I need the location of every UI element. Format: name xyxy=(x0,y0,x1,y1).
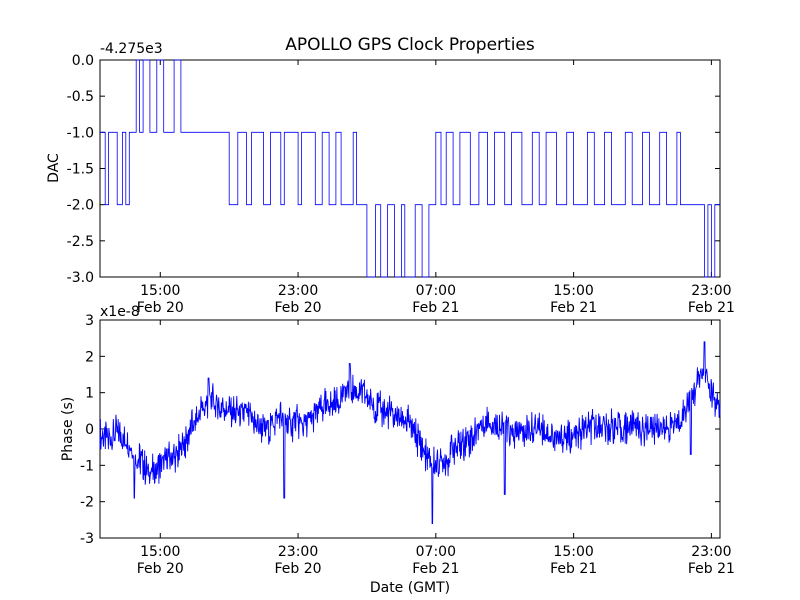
phase-series-path xyxy=(99,341,721,524)
phase-x-tick-date: Feb 21 xyxy=(550,561,597,577)
dac-x-tick-time: 15:00 xyxy=(553,283,593,299)
dac-x-tick-time: 23:00 xyxy=(278,283,318,299)
phase-y-tick-label: 3 xyxy=(85,313,94,329)
phase-x-tick-time: 07:00 xyxy=(416,544,456,560)
dac-y-tick-label: -2.0 xyxy=(67,198,94,214)
dac-x-tick-time: 23:00 xyxy=(691,283,731,299)
phase-x-tick-date: Feb 21 xyxy=(688,561,735,577)
phase-y-tick-label: 2 xyxy=(85,349,94,365)
phase-x-tick-time: 23:00 xyxy=(278,544,318,560)
dac-y-tick-label: -1.0 xyxy=(67,125,94,141)
dac-panel: -4.275e3 DAC 0.0 -0.5 -1.0 -1.5 -2.0 -2.5 -3.0… xyxy=(46,41,735,316)
dac-x-tick-date: Feb 21 xyxy=(688,300,735,316)
dac-y-tick-label: -3.0 xyxy=(67,270,94,286)
dac-y-axis-label: DAC xyxy=(46,153,62,183)
phase-x-tick-time: 23:00 xyxy=(691,544,731,560)
phase-y-tick-label: 0 xyxy=(85,422,94,438)
phase-y-tick-label: -2 xyxy=(80,495,94,511)
chart-title: APOLLO GPS Clock Properties xyxy=(285,35,535,55)
phase-y-tick-label: -1 xyxy=(80,458,94,474)
dac-x-tick-date: Feb 21 xyxy=(412,300,459,316)
phase-x-tick-date: Feb 20 xyxy=(137,561,184,577)
phase-x-tick-time: 15:00 xyxy=(140,544,180,560)
phase-y-tick-label: -3 xyxy=(80,531,94,547)
dac-series-line xyxy=(100,59,720,278)
phase-series-line xyxy=(99,341,721,524)
phase-x-tick-date: Feb 21 xyxy=(412,561,459,577)
dac-x-tick-time: 15:00 xyxy=(140,283,180,299)
phase-offset-label: x1e-8 xyxy=(100,304,140,320)
dac-y-tick-label: 0.0 xyxy=(72,53,94,69)
dac-y-ticks: 0.0 -0.5 -1.0 -1.5 -2.0 -2.5 -3.0 xyxy=(67,53,720,286)
phase-y-axis-label: Phase (s) xyxy=(60,397,76,461)
phase-y-ticks: 3 2 1 0 -1 -2 -3 xyxy=(80,313,720,547)
dac-x-tick-time: 07:00 xyxy=(416,283,456,299)
dac-y-tick-label: -1.5 xyxy=(67,162,94,178)
phase-y-tick-label: 1 xyxy=(85,386,94,402)
dac-offset-label: -4.275e3 xyxy=(100,41,163,57)
x-axis-label: Date (GMT) xyxy=(370,580,450,596)
dac-series-path xyxy=(100,59,720,278)
dac-plot-area xyxy=(99,59,721,278)
phase-x-tick-date: Feb 20 xyxy=(275,561,322,577)
phase-x-tick-time: 15:00 xyxy=(553,544,593,560)
dac-x-tick-date: Feb 20 xyxy=(275,300,322,316)
dac-x-tick-date: Feb 20 xyxy=(137,300,184,316)
dac-x-tick-date: Feb 21 xyxy=(550,300,597,316)
dac-y-tick-label: -0.5 xyxy=(67,89,94,105)
dac-y-tick-label: -2.5 xyxy=(67,234,94,250)
